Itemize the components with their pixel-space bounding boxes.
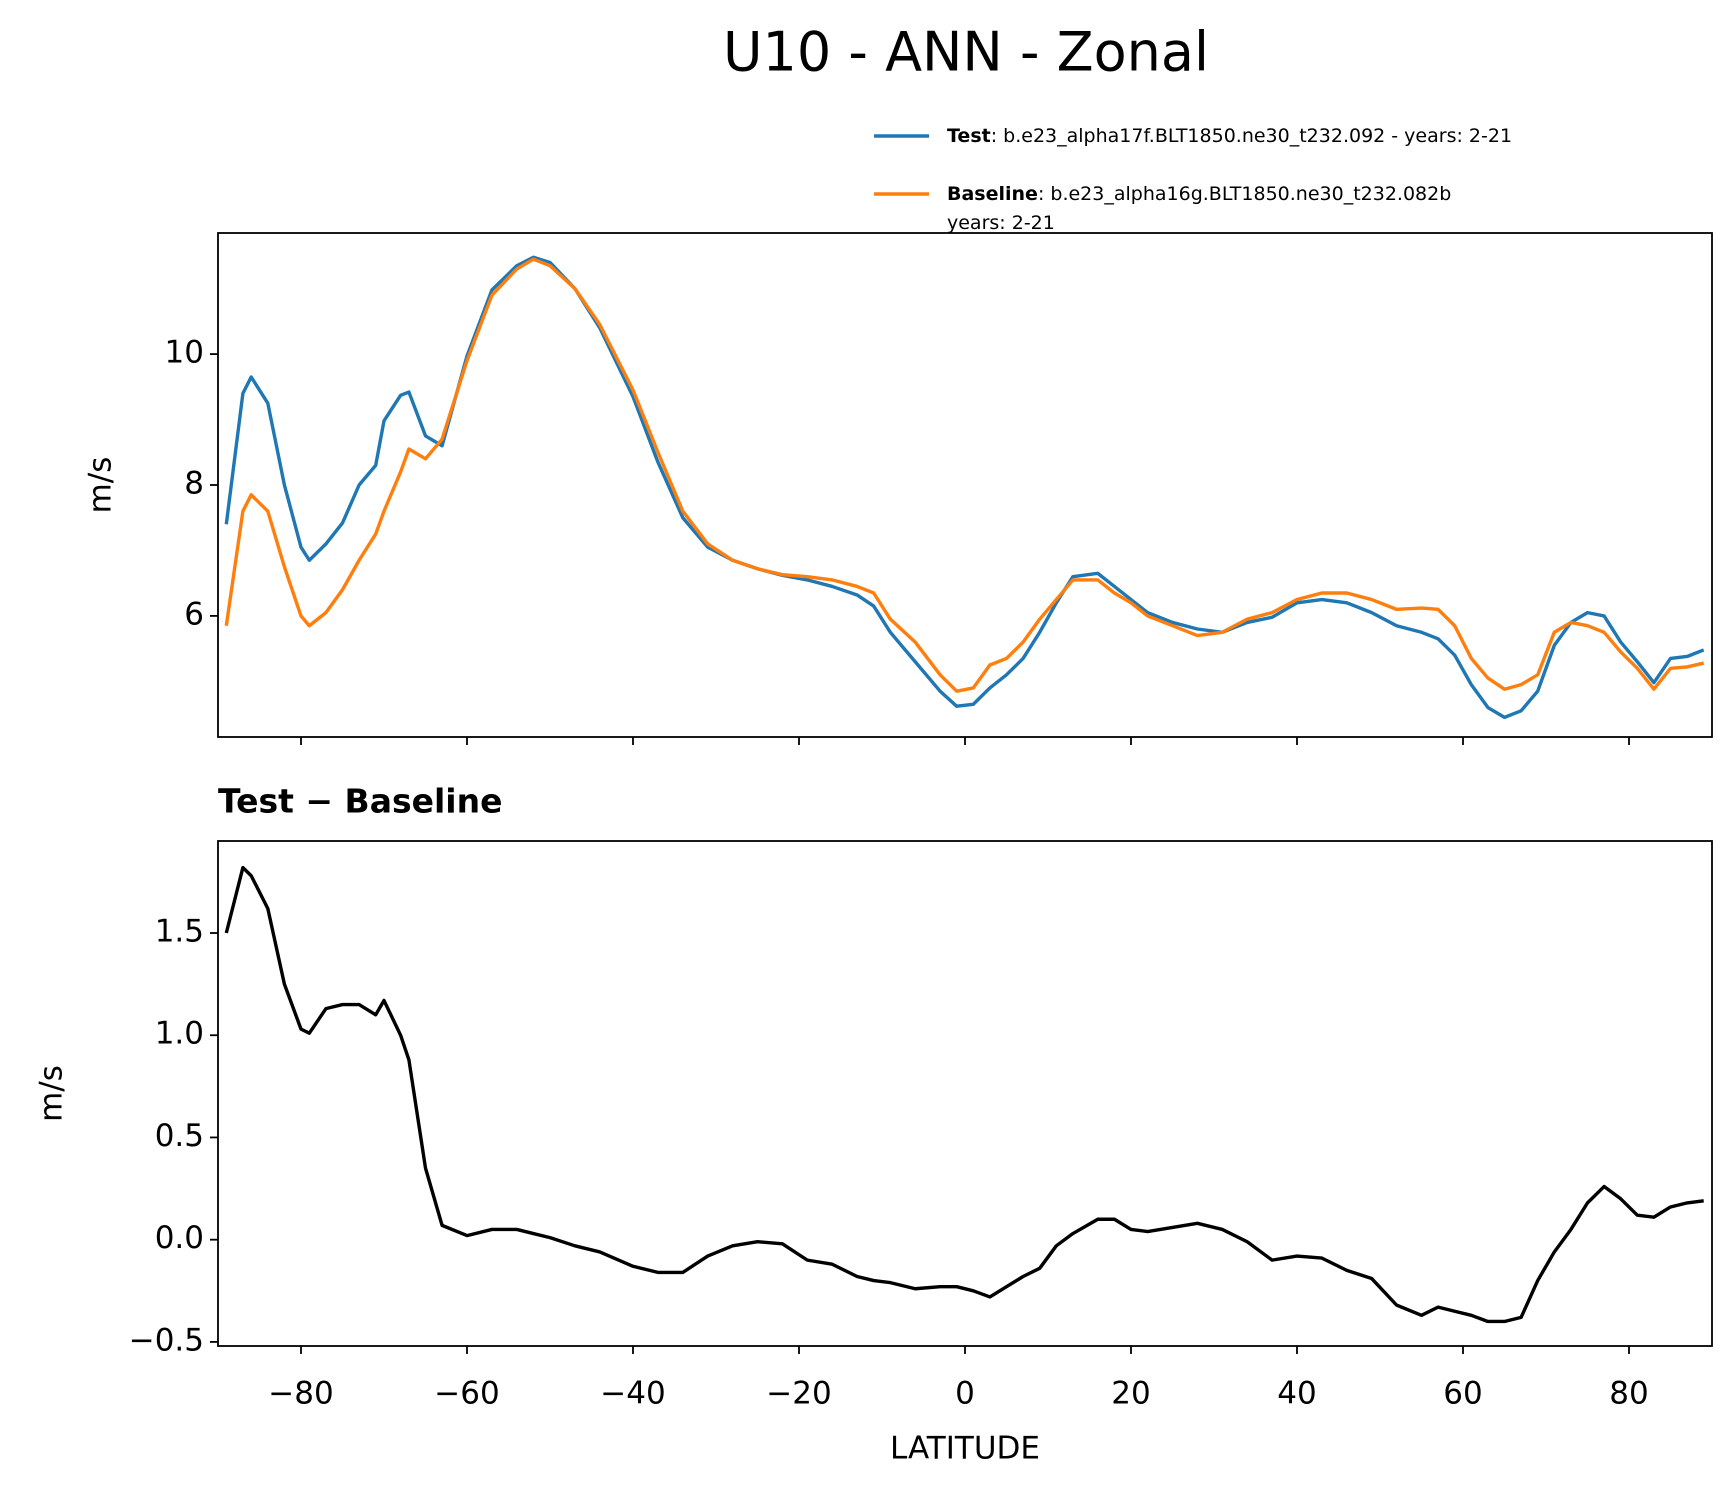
y-tick-label: 0.0 <box>155 1220 204 1256</box>
x-tick-label: 80 <box>1609 1376 1648 1412</box>
data-line <box>224 257 1705 693</box>
legend-description: : b.e23_alpha17f.BLT1850.ne30_t232.092 -… <box>991 125 1512 147</box>
x-tick-label: 20 <box>1111 1376 1150 1412</box>
legend-entry: Test: b.e23_alpha17f.BLT1850.ne30_t232.0… <box>947 125 1512 147</box>
legend-description: years: 2-21 <box>947 212 1055 234</box>
y-tick-label: 0.5 <box>155 1118 204 1154</box>
x-axis-label: LATITUDE <box>890 1431 1040 1467</box>
x-tick-label: −40 <box>600 1376 665 1412</box>
plot-frame <box>217 232 1713 738</box>
x-tick-label: 0 <box>955 1376 975 1412</box>
legend-description: : b.e23_alpha16g.BLT1850.ne30_t232.082b <box>1038 183 1451 205</box>
plot-frame <box>217 840 1713 1347</box>
x-tick-label: −20 <box>766 1376 831 1412</box>
data-line <box>224 255 1705 720</box>
legend-name: Baseline <box>947 183 1038 205</box>
y-axis-label: m/s <box>34 1065 70 1122</box>
x-tick-label: −60 <box>434 1376 499 1412</box>
y-tick-label: 8 <box>184 466 204 502</box>
x-tick-label: 60 <box>1443 1376 1482 1412</box>
y-tick-label: −0.5 <box>129 1322 204 1358</box>
y-axis-label: m/s <box>83 457 119 514</box>
y-tick-label: 10 <box>165 335 204 371</box>
y-tick-label: 6 <box>184 596 204 632</box>
data-line <box>224 865 1704 1324</box>
x-tick-label: −80 <box>268 1376 333 1412</box>
legend-entry: years: 2-21 <box>947 212 1055 234</box>
y-tick-label: 1.5 <box>155 914 204 950</box>
figure-title: U10 - ANN - Zonal <box>723 21 1209 84</box>
subplot-title: Test − Baseline <box>218 782 503 821</box>
x-tick-label: 40 <box>1277 1376 1316 1412</box>
y-tick-label: 1.0 <box>155 1016 204 1052</box>
legend-entry: Baseline: b.e23_alpha16g.BLT1850.ne30_t2… <box>947 183 1451 205</box>
legend-name: Test <box>947 125 991 147</box>
